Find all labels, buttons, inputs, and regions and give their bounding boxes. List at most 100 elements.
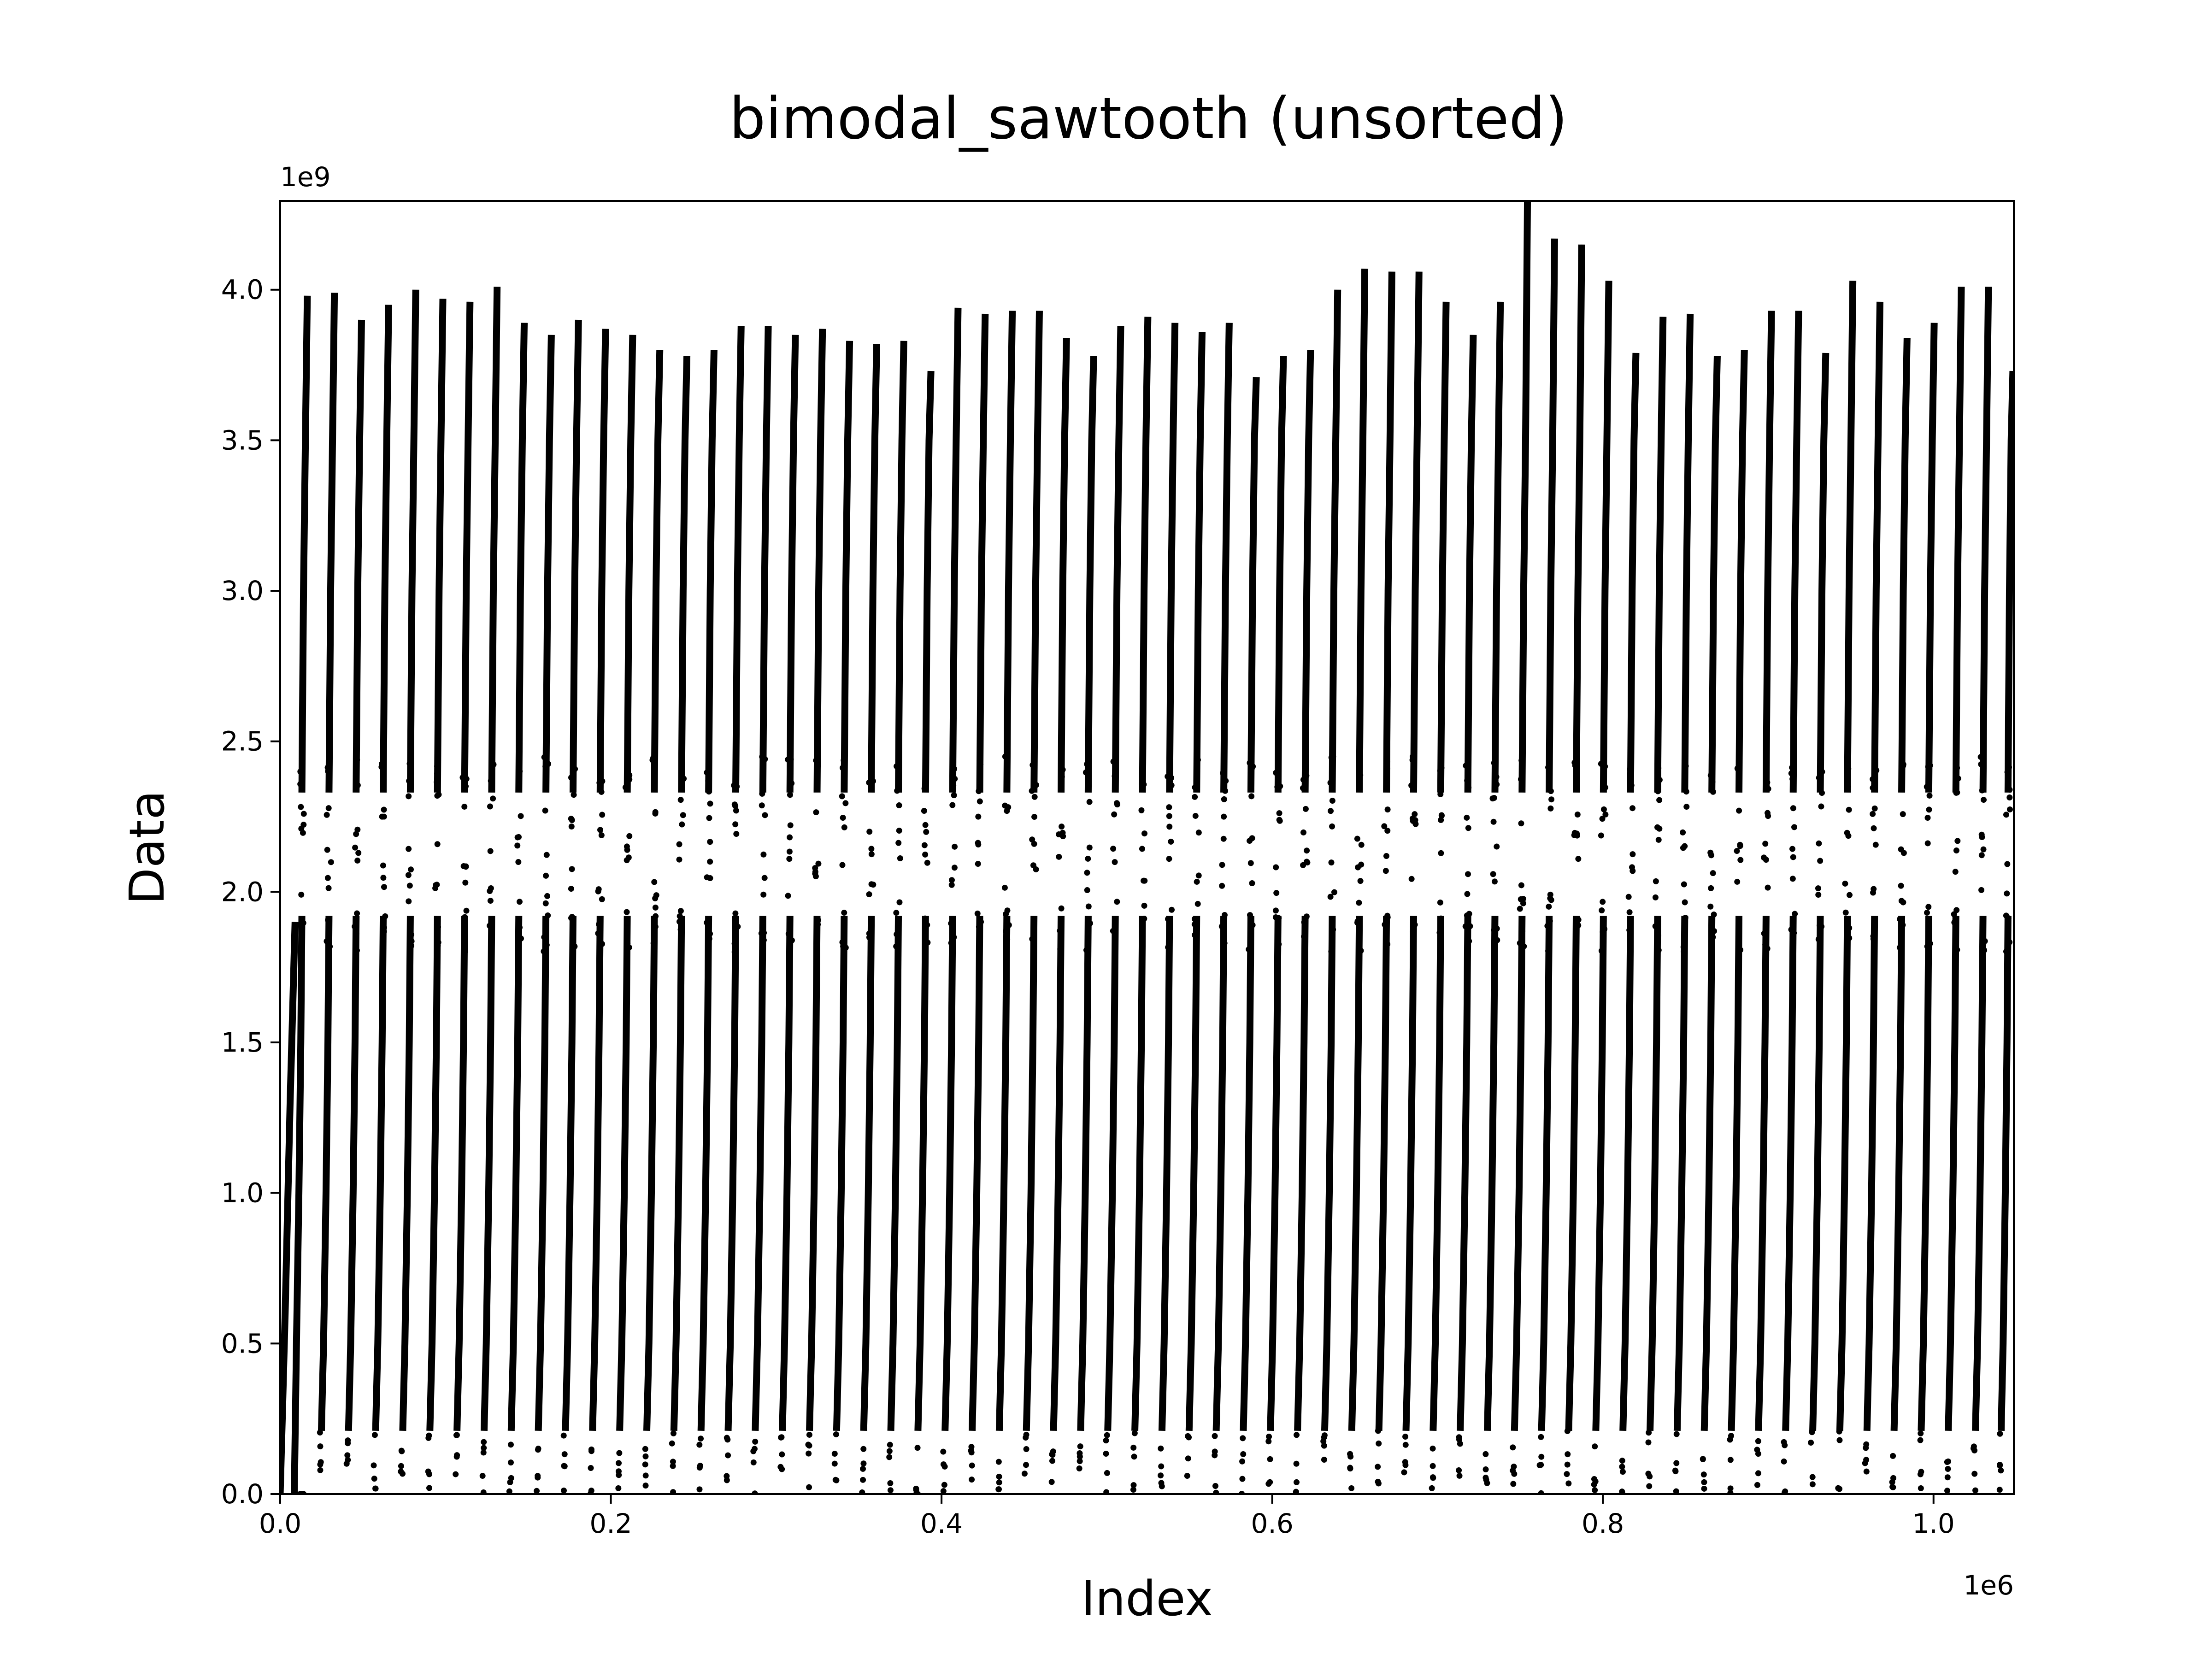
scatter-point: [599, 778, 606, 784]
tooth-lower-band: [1673, 916, 1688, 1431]
x-axis-label: Index: [1081, 1571, 1213, 1627]
scatter-point: [978, 919, 984, 925]
scatter-point: [968, 1447, 974, 1454]
scatter-point: [1430, 1475, 1436, 1481]
scatter-point: [1213, 1489, 1219, 1494]
scatter-point: [787, 918, 793, 924]
scatter-point: [1809, 1429, 1815, 1435]
scatter-point: [969, 1462, 975, 1469]
scatter-point: [887, 1480, 894, 1487]
tooth-upper-band: [1058, 338, 1070, 793]
tooth-upper-band: [1084, 356, 1097, 793]
scatter-point: [1652, 923, 1659, 930]
scatter-point: [1815, 936, 1822, 942]
scatter-point: [1764, 779, 1771, 786]
scatter-point: [1980, 941, 1987, 947]
scatter-point: [595, 886, 602, 893]
scatter-point: [1918, 1485, 1924, 1491]
y-offset-label: 1e9: [280, 161, 331, 193]
scatter-point: [1981, 947, 1988, 953]
scatter-point: [1734, 848, 1740, 854]
scatter-point: [1762, 841, 1769, 847]
scatter-point: [1819, 790, 1825, 796]
scatter-point: [950, 782, 957, 789]
scatter-point: [463, 907, 470, 914]
scatter-point: [516, 761, 522, 768]
scatter-point: [1490, 871, 1496, 877]
scatter-point: [1327, 894, 1334, 900]
scatter-point: [1002, 802, 1008, 809]
scatter-point: [1520, 900, 1526, 906]
scatter-point: [1321, 1457, 1327, 1463]
scatter-point: [1059, 773, 1065, 780]
scatter-point: [568, 774, 575, 781]
y-tick-label: 3.5: [221, 424, 264, 456]
scatter-point: [543, 872, 549, 879]
scatter-point: [1978, 852, 1985, 859]
scatter-point: [1221, 813, 1227, 820]
scatter-point: [1437, 791, 1444, 798]
scatter-point: [1494, 843, 1500, 850]
scatter-point: [1682, 914, 1688, 921]
scatter-point: [615, 1468, 622, 1475]
scatter-point: [598, 788, 605, 795]
scatter-point: [788, 756, 794, 763]
scatter-point: [787, 834, 793, 841]
scatter-point: [1602, 763, 1608, 770]
scatter-point: [1630, 868, 1636, 874]
scatter-point: [841, 770, 847, 777]
tooth-upper-band: [786, 335, 799, 793]
scatter-point: [345, 1437, 351, 1444]
scatter-point: [1564, 1461, 1571, 1468]
y-tick-label: 1.5: [221, 1027, 264, 1058]
scatter-point: [1247, 915, 1254, 922]
scatter-point: [487, 803, 493, 810]
scatter-point: [463, 783, 469, 789]
scatter-point: [642, 1446, 648, 1452]
scatter-point: [1273, 864, 1279, 871]
scatter-point: [1789, 776, 1796, 782]
tooth-upper-band: [1600, 281, 1612, 793]
scatter-point: [1437, 767, 1443, 774]
scatter-point: [398, 1463, 404, 1469]
tooth-lower-band: [1212, 916, 1228, 1431]
scatter-point: [1954, 765, 1960, 771]
scatter-point: [752, 1438, 759, 1445]
scatter-point: [1084, 887, 1090, 894]
scatter-point: [625, 854, 632, 861]
scatter-point: [353, 771, 359, 777]
scatter-point: [1384, 806, 1391, 813]
scatter-point: [1548, 897, 1554, 903]
tooth-upper-band: [1166, 323, 1179, 793]
scatter-point: [381, 924, 387, 931]
scatter-point: [1871, 825, 1877, 831]
scatter-point: [1711, 911, 1717, 918]
scatter-point: [1734, 878, 1741, 885]
scatter-point: [1870, 936, 1877, 942]
scatter-point: [815, 917, 821, 924]
scatter-point: [1429, 1485, 1435, 1491]
tooth-lower-band: [399, 916, 414, 1431]
tooth-lower-band: [1997, 916, 2012, 1431]
scatter-point: [969, 1477, 975, 1483]
scatter-point: [1790, 921, 1796, 927]
scatter-point: [1158, 1472, 1164, 1479]
tooth-lower-band: [670, 916, 685, 1431]
tooth-lower-band: [345, 916, 360, 1431]
scatter-point: [1953, 907, 1960, 913]
scatter-point: [1736, 807, 1742, 814]
tooth-lower-band: [480, 916, 495, 1431]
scatter-point: [588, 1490, 594, 1494]
scatter-point: [1494, 781, 1500, 788]
scatter-point: [1220, 835, 1227, 842]
scatter-point: [561, 1463, 568, 1470]
scatter-point: [1141, 915, 1147, 922]
tooth-upper-band: [705, 350, 718, 793]
scatter-point: [1185, 1433, 1191, 1440]
scatter-point: [371, 1432, 378, 1438]
scatter-point: [1077, 1443, 1083, 1450]
scatter-point: [1276, 817, 1282, 823]
scatter-point: [1591, 1476, 1597, 1482]
scatter-point: [1782, 1489, 1788, 1494]
scatter-point: [705, 778, 712, 784]
